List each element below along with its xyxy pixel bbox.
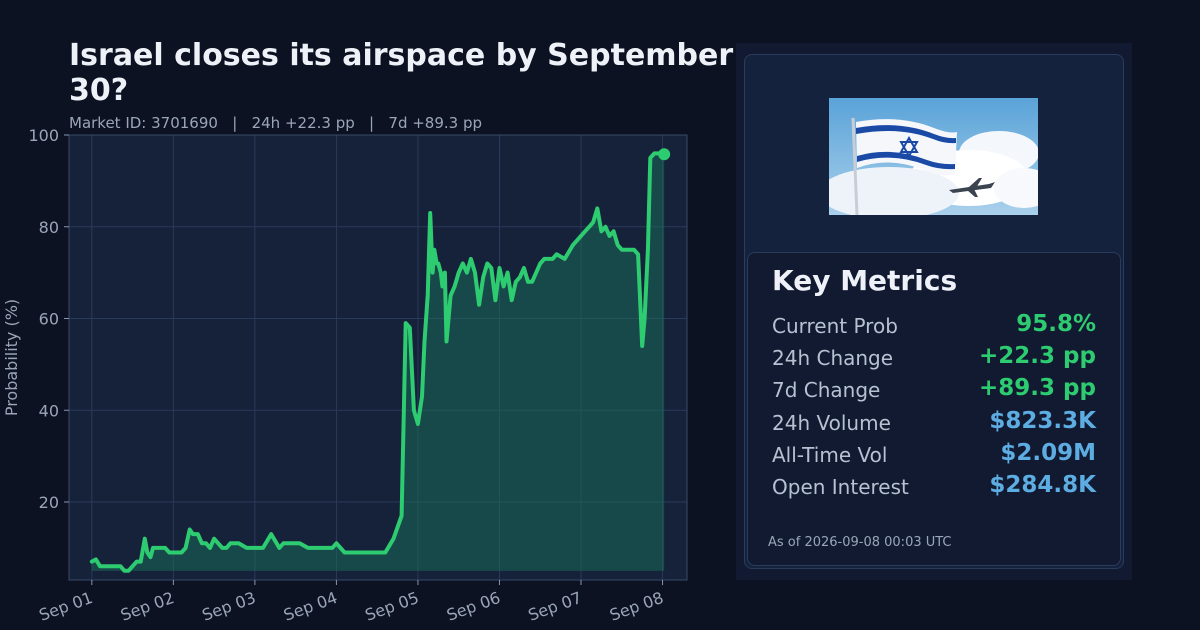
metric-label-current-prob: Current Prob [772, 314, 898, 338]
market-thumbnail [829, 98, 1038, 215]
plot-frame [68, 134, 688, 581]
metric-value-24h-volume: $823.3K [989, 408, 1096, 434]
x-tick-label: Sep 07 [526, 588, 585, 625]
y-tick-label: 60 [39, 310, 59, 329]
x-tick-label: Sep 02 [118, 588, 177, 625]
y-tick-label: 100 [28, 126, 59, 145]
series-line [89, 151, 667, 573]
x-tick-label: Sep 06 [444, 588, 503, 625]
as-of-timestamp: As of 2026-09-08 00:03 UTC [768, 535, 952, 550]
x-tick-label: Sep 04 [281, 588, 340, 625]
metric-label-7d-change: 7d Change [772, 378, 881, 402]
metric-label-open-interest: Open Interest [772, 475, 909, 499]
market-subtitle: Market ID: 3701690 | 24h +22.3 pp | 7d +… [69, 114, 483, 132]
metrics-title: Key Metrics [772, 264, 958, 297]
metric-label-24h-change: 24h Change [772, 346, 894, 370]
metric-value-open-interest: $284.8K [989, 472, 1096, 498]
probability-chart: 20 40 60 80 100 Sep 01 Sep 02 Sep 03 Sep 04 Sep 0… [2, 126, 688, 625]
page-title: Israel closes its airspace by September … [69, 38, 734, 108]
metric-label-24h-volume: 24h Volume [772, 411, 891, 435]
last-point-marker [658, 148, 671, 161]
metric-value-current-prob: 95.8% [1016, 311, 1096, 337]
x-tick-label: Sep 01 [36, 588, 95, 625]
metric-value-24h-change: +22.3 pp [979, 343, 1096, 369]
metric-value-7d-change: +89.3 pp [979, 375, 1096, 401]
y-axis-label: Probability (%) [2, 299, 21, 416]
y-tick-label: 40 [39, 401, 59, 420]
metric-label-all-time-vol: All-Time Vol [772, 443, 888, 467]
flag-airplane-image [829, 98, 1038, 215]
x-tick-label: Sep 03 [200, 588, 259, 625]
key-metrics-card [747, 252, 1121, 566]
series-area [91, 153, 665, 571]
y-tick-label: 80 [39, 218, 59, 237]
y-tick-label: 20 [39, 493, 59, 512]
x-tick-label: Sep 05 [363, 588, 422, 625]
x-tick-label: Sep 08 [607, 588, 666, 625]
metric-value-all-time-vol: $2.09M [1000, 440, 1096, 466]
